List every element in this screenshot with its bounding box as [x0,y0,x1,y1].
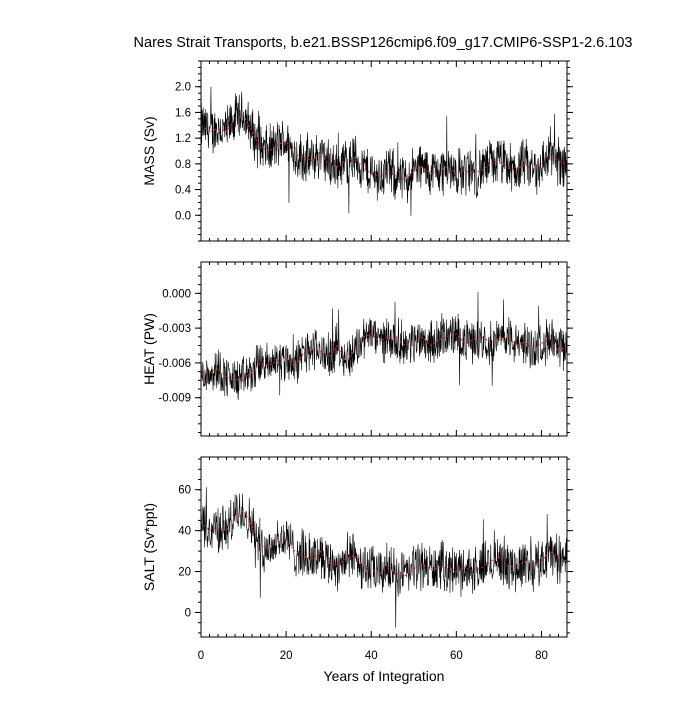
y-axis-label-mass: MASS (Sv) [141,116,157,185]
chart-title: Nares Strait Transports, b.e21.BSSP126cm… [134,35,633,51]
series-annual-mean-heat [201,333,567,381]
y-tick-label: -0.009 [158,393,191,405]
y-tick-label: -0.006 [158,358,191,370]
x-tick-label: 60 [450,650,463,662]
y-tick-label: 0.4 [175,185,192,197]
y-tick-label: 0.0 [175,210,191,222]
plot-frame-salt [200,456,568,638]
y-tick-label: 60 [178,485,191,497]
x-tick-label: 40 [365,650,378,662]
y-tick-label: 40 [178,526,191,538]
y-tick-label: 0.8 [175,159,191,171]
series-annual-mean-salt [201,509,567,577]
x-axis-label: Years of Integration [324,668,445,684]
panel-heat: -0.009 -0.006 -0.003 0.000 HEAT (PW) [141,261,573,437]
y-tick-label: 0 [185,607,191,619]
series-raw-salt [201,487,567,628]
y-axis-label-heat: HEAT (PW) [141,313,157,385]
x-tick-label: 20 [280,650,293,662]
plot-area-salt [201,487,567,628]
plot-frame-mass [200,60,568,242]
y-tick-label: 20 [178,567,191,579]
series-raw-mass [201,86,567,216]
plot-area-mass [201,86,567,216]
y-tick-label: -0.003 [158,323,191,335]
panel-salt: 0 20 40 60 0 20 40 60 80 SALT (Sv*ppt) Years of In… [141,456,573,684]
plot-frame-heat [200,261,568,437]
panel-mass: 0.0 0.4 0.8 1.2 1.6 2.0 MASS (Sv) [141,60,573,242]
series-annual-mean-mass [201,115,567,181]
y-tick-label: 0.000 [162,288,191,300]
series-raw-heat [201,292,567,400]
x-tick-label: 0 [198,650,204,662]
y-tick-label: 1.2 [175,133,191,145]
x-tick-label: 80 [535,650,548,662]
y-axis-label-salt: SALT (Sv*ppt) [141,503,157,591]
y-tick-label: 2.0 [175,82,191,94]
plot-area-heat [201,292,567,400]
y-tick-label: 1.6 [175,107,191,119]
